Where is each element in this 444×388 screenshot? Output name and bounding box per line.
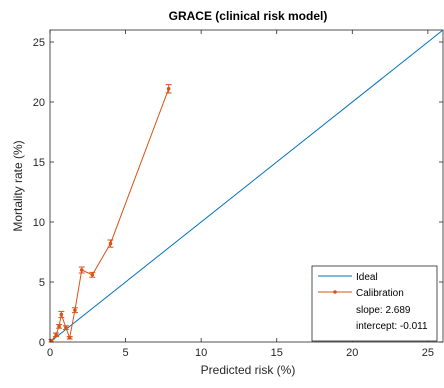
x-axis-ticks: 0 5 10 15 20 25: [47, 30, 434, 359]
legend-ideal-label: Ideal: [356, 272, 378, 283]
y-tick-label: 20: [33, 97, 45, 109]
legend-calibration-marker: [333, 290, 337, 294]
y-axis-label: Mortality rate (%): [11, 140, 25, 231]
y-axis-ticks: 0 5 10 15 20 25: [33, 37, 443, 349]
ideal-line: [50, 30, 443, 342]
calibration-point: [59, 312, 64, 317]
calibration-point: [54, 333, 58, 337]
calibration-point: [166, 87, 171, 91]
chart-title: GRACE (clinical risk model): [169, 9, 328, 23]
calibration-point: [73, 308, 77, 313]
legend: Ideal Calibration slope: 2.689 intercept…: [311, 265, 438, 342]
calibration-point: [57, 324, 61, 329]
calibration-point: [67, 336, 72, 340]
ideal-series: [50, 30, 443, 342]
y-tick-label: 5: [39, 277, 45, 289]
x-tick-label: 10: [195, 347, 207, 359]
calibration-point: [90, 273, 95, 277]
y-tick-label: 0: [39, 337, 45, 349]
x-tick-label: 25: [422, 347, 434, 359]
y-tick-label: 25: [33, 37, 45, 49]
y-tick-label: 15: [33, 157, 45, 169]
calibration-point: [79, 268, 84, 272]
calibration-point: [64, 325, 68, 330]
legend-calibration-label: Calibration: [356, 288, 404, 299]
legend-intercept-note: intercept: -0.011: [356, 321, 428, 332]
calibration-point: [108, 241, 113, 246]
legend-slope-note: slope: 2.689: [356, 305, 411, 316]
plot-area: [48, 29, 444, 343]
x-tick-label: 20: [346, 347, 358, 359]
x-tick-label: 15: [271, 347, 283, 359]
calibration-series: [48, 84, 172, 343]
x-tick-label: 0: [47, 347, 53, 359]
x-tick-label: 5: [123, 347, 129, 359]
y-tick-label: 10: [33, 217, 45, 229]
legend-box: [311, 265, 438, 342]
x-axis-label: Predicted risk (%): [201, 363, 296, 377]
